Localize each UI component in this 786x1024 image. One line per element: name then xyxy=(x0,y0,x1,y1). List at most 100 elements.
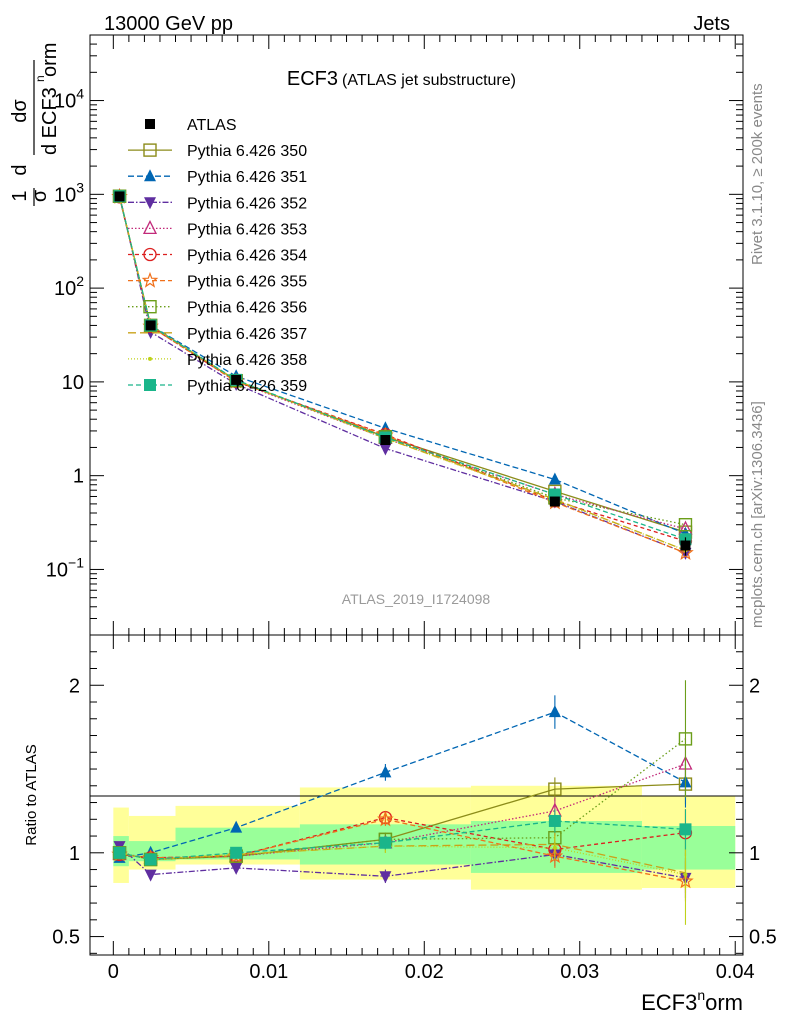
x-tick-label: 0.01 xyxy=(249,961,288,983)
legend-entry: Pythia 6.426 350 xyxy=(128,143,307,160)
legend-label: Pythia 6.426 357 xyxy=(187,326,307,343)
ratio-point xyxy=(377,810,394,827)
main-y-tick-label: 1 xyxy=(73,466,84,488)
legend-entry: ATLAS xyxy=(145,117,237,134)
mcplots-label: mcplots.cern.ch [arXiv:1306.3436] xyxy=(749,401,766,628)
ylabel-superscript: n xyxy=(33,75,47,82)
ratio-series-352 xyxy=(113,841,692,899)
legend-marker xyxy=(145,119,155,129)
legend-marker xyxy=(143,247,157,262)
data-point xyxy=(231,374,242,385)
ratio-point xyxy=(379,765,392,778)
ratio-point xyxy=(144,853,157,866)
ylabel-numerator: dσ xyxy=(9,99,31,123)
ratio-point xyxy=(548,782,562,796)
ratio-point xyxy=(679,823,692,836)
ratio-point xyxy=(230,862,243,875)
ratio-y-tick-label: 1 xyxy=(69,843,80,865)
legend-marker xyxy=(144,169,156,182)
chart-subtitle: (ATLAS jet substructure) xyxy=(342,72,516,89)
legend-label: Pythia 6.426 358 xyxy=(187,352,307,369)
x-tick-label: 0.02 xyxy=(405,961,444,983)
ratio-point xyxy=(379,871,392,884)
ratio-line xyxy=(119,763,686,859)
x-tick-label: 0 xyxy=(108,961,119,983)
series-354 xyxy=(112,190,693,548)
ylabel-inverse-den: σ xyxy=(29,189,51,202)
x-axis-label-text: ECF3norm xyxy=(641,987,743,1015)
ratio-y-tick-label-right: 0.5 xyxy=(749,927,777,949)
main-y-tick-label: 103 xyxy=(54,179,84,206)
ratio-point xyxy=(144,869,157,882)
ratio-y-tick-label: 0.5 xyxy=(52,927,80,949)
ratio-point xyxy=(552,845,557,850)
ratio-plot-frame xyxy=(89,634,744,956)
ratio-point xyxy=(683,872,688,877)
legend-marker xyxy=(143,300,157,314)
legend-entry: Pythia 6.426 359 xyxy=(128,378,307,395)
series-line xyxy=(118,196,686,542)
ratio-point xyxy=(678,732,693,746)
legend-label: Pythia 6.426 355 xyxy=(187,274,307,291)
legend-entry: Pythia 6.426 355 xyxy=(128,271,307,291)
series-point xyxy=(678,518,693,532)
analysis-watermark: ATLAS_2019_I1724098 xyxy=(342,591,491,607)
series-line xyxy=(118,196,686,540)
ratio-line xyxy=(119,845,686,876)
legend-label: ATLAS xyxy=(187,117,237,134)
legend-entry: Pythia 6.426 358 xyxy=(128,352,307,369)
ratio-y-tick-label-right: 1 xyxy=(749,843,760,865)
legend: ATLAS Pythia 6.426 350 Pythia 6.426 351 Pyt… xyxy=(128,117,307,395)
process-label: Jets xyxy=(693,13,730,35)
data-point xyxy=(114,191,125,202)
ratio-y-tick-label: 2 xyxy=(69,675,80,697)
legend-label: Pythia 6.426 354 xyxy=(187,248,307,265)
data-point xyxy=(680,540,691,551)
legend-label: Pythia 6.426 356 xyxy=(187,300,307,317)
energy-label: 13000 GeV pp xyxy=(104,13,233,35)
rivet-label: Rivet 3.1.10, ≥ 200k events xyxy=(749,83,766,265)
legend-marker xyxy=(141,271,159,288)
main-y-tick-label: 10 xyxy=(62,372,84,394)
main-y-axis-label: dσ d ECF3 norm 1σ d xyxy=(9,43,61,206)
ratio-line xyxy=(119,711,686,859)
legend-marker xyxy=(142,219,158,235)
legend-entry: Pythia 6.426 357 xyxy=(128,326,307,343)
series-point xyxy=(379,443,392,456)
legend-entry: Pythia 6.426 354 xyxy=(128,248,307,265)
legend-marker xyxy=(144,379,156,391)
legend-entry: Pythia 6.426 353 xyxy=(128,219,307,238)
ratio-point xyxy=(548,705,561,718)
x-tick-label: 0.03 xyxy=(560,961,599,983)
ylabel-suffix: orm xyxy=(39,43,61,77)
legend-entry: Pythia 6.426 352 xyxy=(128,195,307,212)
legend-label: Pythia 6.426 350 xyxy=(187,143,307,160)
data-point xyxy=(549,496,560,507)
x-tick-label: 0.04 xyxy=(716,961,755,983)
ratio-y-axis-label: Ratio to ATLAS xyxy=(23,744,40,845)
legend-marker xyxy=(143,143,157,157)
ylabel-denominator: d ECF3 xyxy=(39,87,61,155)
series-352 xyxy=(113,189,692,560)
ratio-line xyxy=(119,816,686,859)
ylabel-inverse-num: 1 xyxy=(9,190,31,201)
main-y-tick-label: 10−1 xyxy=(46,554,84,581)
legend-marker xyxy=(144,197,156,210)
data-point xyxy=(145,320,156,331)
ylabel-operator: d xyxy=(9,164,31,175)
legend-label: Pythia 6.426 353 xyxy=(187,221,307,238)
ratio-point xyxy=(230,846,243,859)
series-355 xyxy=(111,188,694,560)
legend-entry: Pythia 6.426 351 xyxy=(128,169,307,186)
legend-entry: Pythia 6.426 356 xyxy=(128,300,307,317)
ratio-y-tick-label-right: 2 xyxy=(749,675,760,697)
legend-marker xyxy=(148,356,152,361)
series-point xyxy=(677,544,694,560)
main-y-tick-label: 102 xyxy=(54,273,84,300)
series-point xyxy=(548,472,561,485)
series-line xyxy=(118,194,686,554)
legend-label: Pythia 6.426 352 xyxy=(187,195,307,212)
legend-label: Pythia 6.426 359 xyxy=(187,378,307,395)
data-point xyxy=(380,435,391,446)
